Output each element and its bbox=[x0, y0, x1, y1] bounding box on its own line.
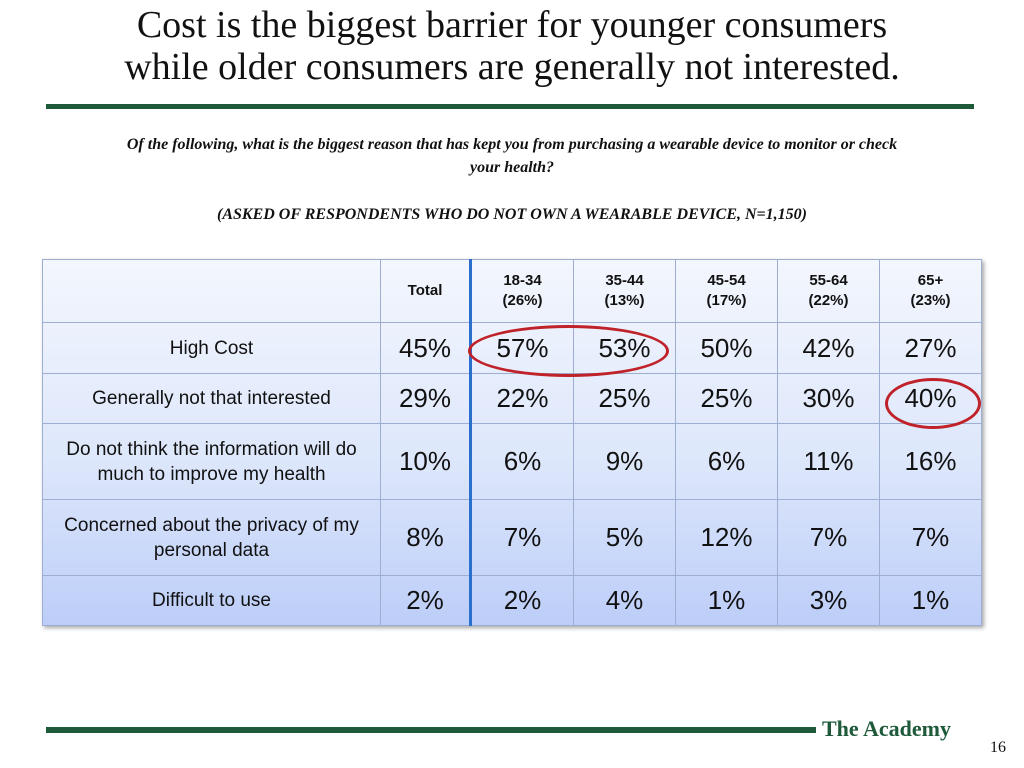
cell-55-64: 3% bbox=[777, 575, 880, 626]
page-number: 16 bbox=[990, 739, 1006, 756]
title-line-2: while older consumers are generally not … bbox=[124, 46, 900, 88]
cell-total: 2% bbox=[380, 575, 472, 626]
column-header-share: (26%) bbox=[502, 292, 543, 309]
results-table: Total 18-34 (26%) 35-44 (13%) 45-54 (17%… bbox=[42, 259, 982, 626]
cell-55-64: 30% bbox=[777, 373, 880, 424]
column-header-share: (17%) bbox=[706, 292, 747, 309]
survey-question: Of the following, what is the biggest re… bbox=[126, 136, 898, 176]
cell-45-54: 1% bbox=[675, 575, 778, 626]
column-header-label: Total bbox=[407, 282, 443, 299]
column-header-total: Total bbox=[380, 259, 472, 323]
cell-55-64: 7% bbox=[777, 499, 880, 576]
row-label: Do not think the information will do muc… bbox=[42, 423, 381, 500]
table-row-no-health-improvement: Do not think the information will do muc… bbox=[42, 423, 982, 500]
column-header-label: 65+ bbox=[917, 272, 944, 289]
column-header-label: 18-34 bbox=[503, 272, 542, 289]
slide-title: Cost is the biggest barrier for younger … bbox=[0, 4, 1024, 88]
cell-55-64: 42% bbox=[777, 322, 880, 374]
cell-45-54: 12% bbox=[675, 499, 778, 576]
column-header-35-44: 35-44 (13%) bbox=[573, 259, 676, 323]
cell-35-44: 4% bbox=[573, 575, 676, 626]
column-header-18-34: 18-34 (26%) bbox=[470, 259, 574, 323]
cell-65-plus: 40% bbox=[879, 373, 982, 424]
table-row-privacy: Concerned about the privacy of my person… bbox=[42, 499, 982, 576]
brand-name: The Academy bbox=[822, 716, 951, 741]
column-header-65-plus: 65+ (23%) bbox=[879, 259, 982, 323]
corner-cell bbox=[42, 259, 381, 323]
cell-35-44: 53% bbox=[573, 322, 676, 374]
table-row-difficult-to-use: Difficult to use 2% 2% 4% 1% 3% 1% bbox=[42, 575, 982, 626]
row-label: Concerned about the privacy of my person… bbox=[42, 499, 381, 576]
cell-35-44: 5% bbox=[573, 499, 676, 576]
column-header-label: 35-44 bbox=[605, 272, 644, 289]
row-label: Generally not that interested bbox=[42, 373, 381, 424]
cell-18-34: 6% bbox=[470, 423, 574, 500]
cell-35-44: 25% bbox=[573, 373, 676, 424]
row-label: High Cost bbox=[42, 322, 381, 374]
row-label: Difficult to use bbox=[42, 575, 381, 626]
title-divider bbox=[46, 104, 974, 109]
cell-65-plus: 16% bbox=[879, 423, 982, 500]
cell-18-34: 7% bbox=[470, 499, 574, 576]
cell-45-54: 50% bbox=[675, 322, 778, 374]
cell-18-34: 57% bbox=[470, 322, 574, 374]
cell-55-64: 11% bbox=[777, 423, 880, 500]
cell-total: 10% bbox=[380, 423, 472, 500]
cell-35-44: 9% bbox=[573, 423, 676, 500]
cell-total: 8% bbox=[380, 499, 472, 576]
column-header-share: (13%) bbox=[604, 292, 645, 309]
cell-45-54: 25% bbox=[675, 373, 778, 424]
header-row: Total 18-34 (26%) 35-44 (13%) 45-54 (17%… bbox=[42, 259, 982, 323]
cell-total: 29% bbox=[380, 373, 472, 424]
cell-18-34: 2% bbox=[470, 575, 574, 626]
column-header-label: 55-64 bbox=[809, 272, 848, 289]
column-header-share: (23%) bbox=[910, 292, 951, 309]
footer-divider bbox=[46, 727, 816, 733]
table-row-high-cost: High Cost 45% 57% 53% 50% 42% 27% bbox=[42, 322, 982, 374]
table-row-not-interested: Generally not that interested 29% 22% 25… bbox=[42, 373, 982, 424]
column-header-share: (22%) bbox=[808, 292, 849, 309]
column-header-55-64: 55-64 (22%) bbox=[777, 259, 880, 323]
title-line-1: Cost is the biggest barrier for younger … bbox=[136, 4, 888, 46]
cell-18-34: 22% bbox=[470, 373, 574, 424]
cell-45-54: 6% bbox=[675, 423, 778, 500]
column-header-45-54: 45-54 (17%) bbox=[675, 259, 778, 323]
column-header-label: 45-54 bbox=[707, 272, 746, 289]
cell-65-plus: 27% bbox=[879, 322, 982, 374]
cell-total: 45% bbox=[380, 322, 472, 374]
survey-qualifier: (ASKED OF RESPONDENTS WHO DO NOT OWN A W… bbox=[217, 206, 807, 223]
cell-65-plus: 1% bbox=[879, 575, 982, 626]
cell-65-plus: 7% bbox=[879, 499, 982, 576]
